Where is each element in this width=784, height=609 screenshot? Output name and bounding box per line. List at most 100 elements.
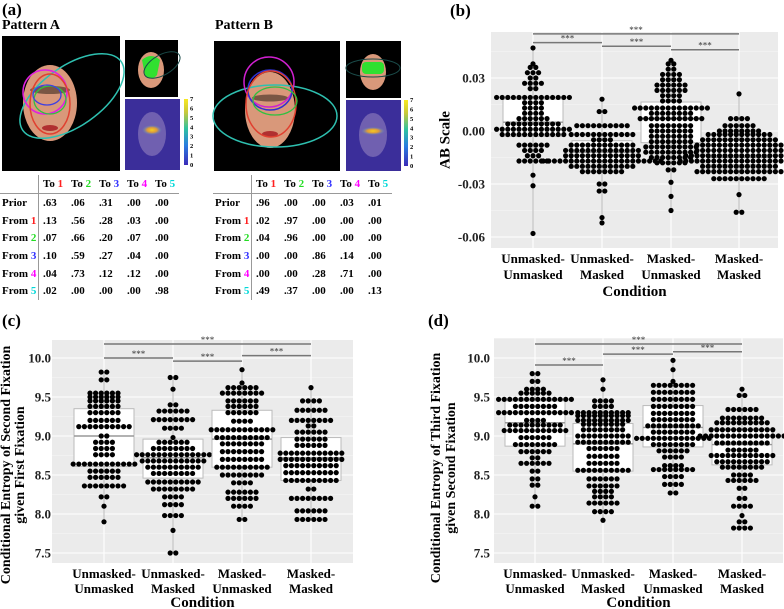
data-dot <box>529 403 535 409</box>
data-dot <box>602 158 608 164</box>
data-dot <box>109 468 115 474</box>
data-dot <box>178 439 184 445</box>
data-dot <box>614 483 620 489</box>
data-dot <box>693 116 699 122</box>
data-dot <box>624 158 630 164</box>
table-row: From 5.02.00.00.00.98 <box>0 282 179 301</box>
data-dot <box>671 149 677 155</box>
data-dot <box>778 169 784 175</box>
data-dot <box>602 163 608 169</box>
data-dot <box>690 429 696 435</box>
data-dot <box>694 153 700 159</box>
data-dot <box>162 408 168 414</box>
data-dot <box>614 500 620 506</box>
data-dot <box>744 176 751 182</box>
data-dot <box>104 483 110 489</box>
data-dot <box>544 126 550 132</box>
data-dot <box>678 417 685 423</box>
y-tick-label: 8.0 <box>35 507 51 522</box>
data-dot <box>231 398 237 404</box>
table-cell: .00 <box>284 196 298 209</box>
data-dot <box>656 389 662 395</box>
data-dot <box>552 410 558 416</box>
data-dot <box>733 137 739 143</box>
data-dot <box>643 105 649 111</box>
data-dot <box>109 439 115 445</box>
data-dot <box>294 477 300 484</box>
data-dot <box>530 183 536 189</box>
data-dot <box>139 458 145 464</box>
data-dot <box>608 433 615 439</box>
data-dot <box>690 396 696 402</box>
table-row: Prior .63.06.31.00.00 <box>0 193 179 212</box>
data-dot <box>195 458 201 464</box>
data-dot <box>264 434 270 441</box>
data-dot <box>247 418 253 424</box>
data-dot <box>93 398 99 404</box>
data-dot <box>568 158 574 164</box>
data-dot <box>505 121 511 127</box>
data-dot <box>300 398 306 404</box>
data-dot <box>716 153 723 159</box>
data-dot <box>705 142 711 148</box>
data-dot <box>747 477 754 484</box>
data-dot <box>767 147 773 154</box>
data-dot <box>750 131 756 138</box>
x-tick-label: Masked <box>289 581 334 596</box>
data-dot <box>682 128 688 134</box>
data-dot <box>654 149 660 155</box>
data-dot <box>231 464 237 470</box>
data-dot <box>162 452 168 458</box>
data-dot <box>574 123 580 129</box>
data-dot <box>736 495 742 501</box>
data-dot <box>602 181 608 187</box>
data-dot <box>619 158 625 164</box>
data-dot <box>591 137 597 143</box>
data-dot <box>231 403 237 409</box>
data-dot <box>574 158 580 164</box>
data-dot <box>731 420 737 426</box>
data-dot <box>98 417 104 423</box>
table-cell: .49 <box>256 285 270 298</box>
data-dot <box>162 458 168 464</box>
data-dot <box>739 137 745 143</box>
row-label: From 5 <box>213 282 252 301</box>
data-dot <box>93 439 99 445</box>
data-dot <box>682 116 688 122</box>
data-dot <box>568 163 574 169</box>
data-dot <box>613 131 619 138</box>
data-dot <box>510 126 516 132</box>
data-dot <box>219 464 225 470</box>
data-dot <box>328 417 334 423</box>
data-dot <box>673 441 679 448</box>
data-dot <box>731 503 737 509</box>
data-dot <box>662 473 668 480</box>
data-dot <box>667 481 673 487</box>
table-cell: .73 <box>71 267 85 280</box>
data-dot <box>648 133 655 139</box>
data-dot <box>512 396 519 402</box>
x-tick-label: Masked- <box>715 251 763 266</box>
data-dot <box>772 137 779 143</box>
data-dot <box>225 489 231 495</box>
data-dot <box>173 452 179 458</box>
data-dot <box>150 445 156 452</box>
data-dot <box>602 153 608 159</box>
data-dot <box>678 481 685 487</box>
data-dot <box>676 116 683 122</box>
data-dot <box>305 450 311 456</box>
chart-panel-b: (b)0.030.00-0.03-0.06****** *** ***Unmaske… <box>437 1 784 300</box>
data-dot <box>614 439 620 445</box>
data-dot <box>625 439 631 445</box>
data-dot <box>173 470 179 477</box>
data-dot <box>283 450 289 456</box>
data-dot <box>716 176 723 182</box>
data-dot <box>535 468 541 474</box>
table-cell: .04 <box>256 232 270 245</box>
data-dot <box>173 512 179 519</box>
colorbar-tick-label: 3 <box>190 134 194 141</box>
data-dot <box>602 137 608 143</box>
y-tick-label: 9.5 <box>474 390 491 405</box>
table-cell: .13 <box>368 285 382 298</box>
data-dot <box>770 427 776 433</box>
